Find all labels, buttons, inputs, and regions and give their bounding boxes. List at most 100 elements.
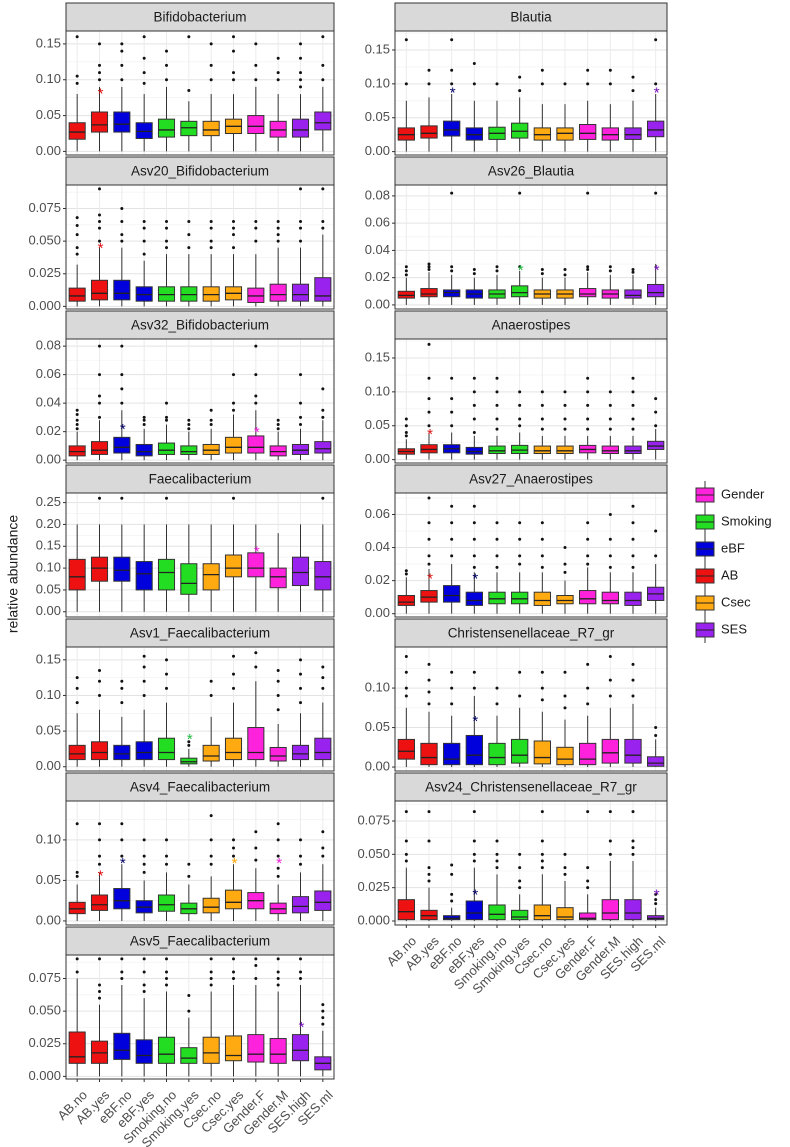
box-iqr [420,590,438,603]
outlier-point [654,191,658,195]
outlier-point [276,679,280,683]
box-iqr [291,1034,310,1062]
outlier-point [518,886,522,890]
box-iqr [420,288,438,298]
y-tick-label: 0.08 [36,338,61,353]
outlier-point [427,410,431,414]
outlier-point [631,852,635,856]
box-csec-no [533,68,551,152]
box-ab-no [68,216,86,307]
panel-title: Asv27_Anaerostipes [469,472,593,487]
outlier-point [299,862,302,866]
panel-strip [394,618,668,648]
legend-item-gender: Gender [695,481,765,508]
box-iqr [247,287,265,303]
box-ses-high [624,662,642,768]
panels: Bifidobacterium 0.00 0.05 0.10 0.15 * Blautia 0… [28,2,668,1083]
box-iqr [247,115,265,134]
legend-label-smoking: Smoking [721,513,772,528]
outlier-point [209,957,213,961]
significance-star: * [232,855,238,872]
outlier-point [98,78,101,82]
outlier-point [450,504,454,508]
outlier-point [586,376,590,380]
outlier-point [232,220,235,224]
box-ab-yes [420,662,438,768]
box-iqr [647,120,665,138]
outlier-point [120,344,124,348]
outlier-point [586,390,590,394]
box-iqr [269,445,287,457]
box-gender-f [579,191,597,305]
outlier-point [586,267,590,271]
outlier-point [404,265,408,269]
box-iqr [601,738,619,764]
outlier-point [276,226,280,230]
box-iqr [157,442,176,455]
outlier-point [586,68,590,72]
box-iqr [113,436,131,454]
outlier-point [540,698,544,702]
box-ebf-yes [465,376,483,460]
box-iqr [90,279,109,301]
outlier-point [321,686,325,690]
outlier-point [563,273,567,277]
box-ebf-no [443,38,461,152]
outlier-point [608,565,612,569]
outlier-point [404,686,408,690]
y-tick-label: 0.25 [36,494,61,509]
outlier-point [321,496,325,500]
outlier-point [404,670,408,674]
outlier-point [165,970,168,974]
box-gender-m [601,390,619,460]
outlier-point [75,822,79,826]
y-tick-label: 0.025 [28,1035,61,1050]
box-iqr [624,738,642,764]
outlier-point [276,220,280,224]
box-ebf-yes [465,504,483,614]
box-iqr [180,1047,198,1064]
outlier-point [518,879,522,883]
y-tick-label: 0.04 [365,242,390,257]
y-tick-label: 0.10 [36,71,61,86]
outlier-point [563,546,567,550]
outlier-point [142,665,146,669]
panel-border [65,338,335,464]
outlier-point [404,569,408,573]
box-iqr [135,741,153,761]
box-ebf-yes [135,415,153,461]
plot-background [66,493,334,617]
outlier-point [450,265,454,269]
box-iqr [269,567,287,589]
box-iqr [157,286,176,302]
box-iqr [224,737,243,761]
outlier-point [427,82,431,86]
box-iqr [90,556,109,582]
outlier-point [427,872,431,876]
box-iqr [511,122,529,139]
y-tick-label: 0.00 [365,605,390,620]
outlier-point [120,401,124,405]
outlier-point [254,239,258,243]
box-ab-yes [90,42,109,152]
outlier-point [495,269,499,273]
outlier-point [495,82,499,86]
legend: Gender Smoking eBF AB Csec SES [695,481,772,643]
box-smoking-no [488,521,506,614]
box-iqr [511,285,529,298]
outlier-point [120,686,124,690]
box-smoking-no [488,82,506,152]
box-gender-f [579,810,597,921]
box-iqr [202,1036,220,1064]
legend-label-gender: Gender [721,486,765,501]
outlier-point [450,191,454,195]
y-tick-label: 0.10 [36,687,61,702]
panel-border [65,800,335,926]
legend-label-csec: Csec [721,594,751,609]
outlier-point [299,220,302,224]
outlier-point [321,187,325,191]
outlier-point [631,839,635,843]
y-tick-label: 0.15 [36,35,61,50]
outlier-point [209,976,213,980]
outlier-point [631,75,635,79]
